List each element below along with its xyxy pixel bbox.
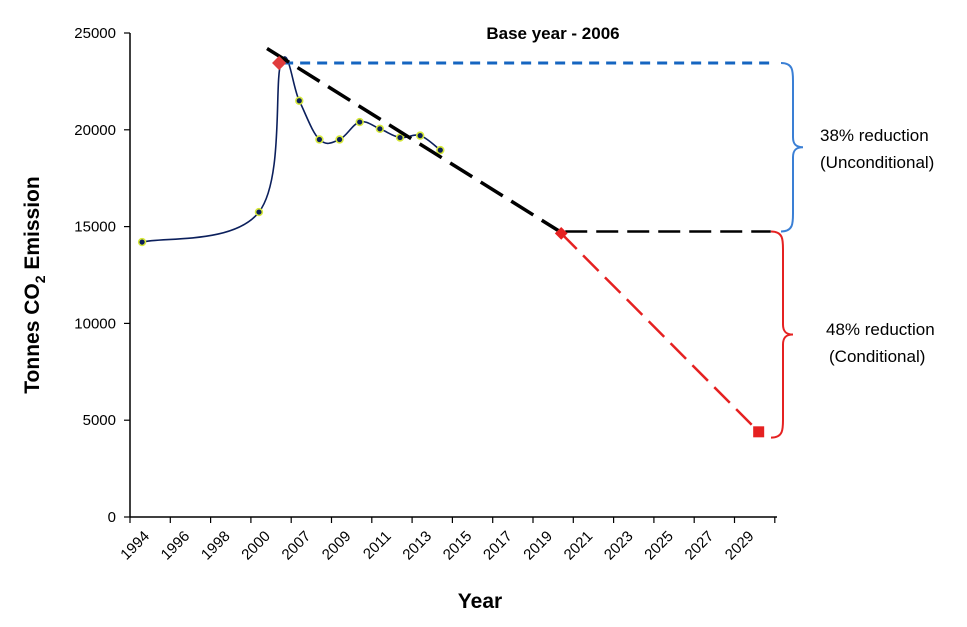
y-tick-label: 10000: [74, 315, 116, 332]
x-tick-label: 2023: [601, 528, 637, 564]
x-axis-title: Year: [458, 590, 502, 613]
x-tick-label: 2025: [641, 528, 677, 564]
emission-point: [375, 124, 385, 134]
x-tick-label: 2009: [319, 528, 355, 564]
x-tick-label: 2015: [440, 528, 476, 564]
emission-point: [395, 133, 405, 142]
emission-point: [295, 96, 304, 105]
x-tick-label: 2019: [520, 528, 556, 564]
emission-series-line: [141, 56, 441, 243]
x-tick-label: 2021: [561, 528, 597, 564]
x-tick-label: 2027: [682, 528, 718, 564]
y-axis-title-subscript: 2: [32, 275, 48, 283]
series: [137, 47, 804, 439]
y-axis-title-main: Tonnes CO: [21, 283, 44, 393]
conditional-label-line2: (Conditional): [829, 347, 925, 366]
x-tick-label: 1996: [158, 528, 194, 564]
projection-end-marker: [753, 426, 765, 438]
y-axis-title-rest: Emission: [21, 176, 44, 275]
x-tick-label: 2011: [360, 528, 395, 563]
y-tick-label: 20000: [74, 122, 116, 139]
y-tick-label: 15000: [74, 219, 116, 236]
x-tick-label: 1998: [198, 528, 234, 564]
text-layer: Base year - 2006 Year Tonnes CO2 Emissio…: [21, 24, 935, 613]
base-year-marker: [272, 55, 287, 71]
emission-point: [355, 117, 364, 127]
unconditional-label-line1: 38% reduction: [820, 126, 929, 145]
x-tick-label: 2000: [238, 528, 274, 564]
emission-point: [315, 135, 324, 144]
emission-point: [436, 145, 445, 155]
emission-point: [254, 207, 264, 217]
emission-point: [335, 135, 344, 144]
trend-line: [266, 47, 563, 234]
y-tick-label: 25000: [74, 25, 116, 42]
x-tick-label: 2007: [279, 528, 315, 564]
x-tick-label: 2029: [722, 528, 758, 564]
emission-point: [137, 237, 147, 247]
unconditional-brace: [780, 62, 804, 233]
unconditional-label-line2: (Unconditional): [820, 153, 934, 172]
conditional-brace: [770, 230, 794, 439]
y-tick-label: 5000: [83, 412, 116, 429]
projection-line: [560, 232, 760, 433]
y-axis-title: Tonnes CO2 Emission: [21, 176, 48, 393]
emission-point: [415, 131, 425, 140]
x-tick-label: 2017: [480, 528, 516, 564]
y-tick-label: 0: [108, 509, 116, 526]
conditional-label-line1: 48% reduction: [826, 320, 935, 339]
x-tick-label: 1994: [117, 528, 153, 564]
x-tick-label: 2013: [399, 528, 435, 564]
chart-title: Base year - 2006: [486, 24, 619, 43]
